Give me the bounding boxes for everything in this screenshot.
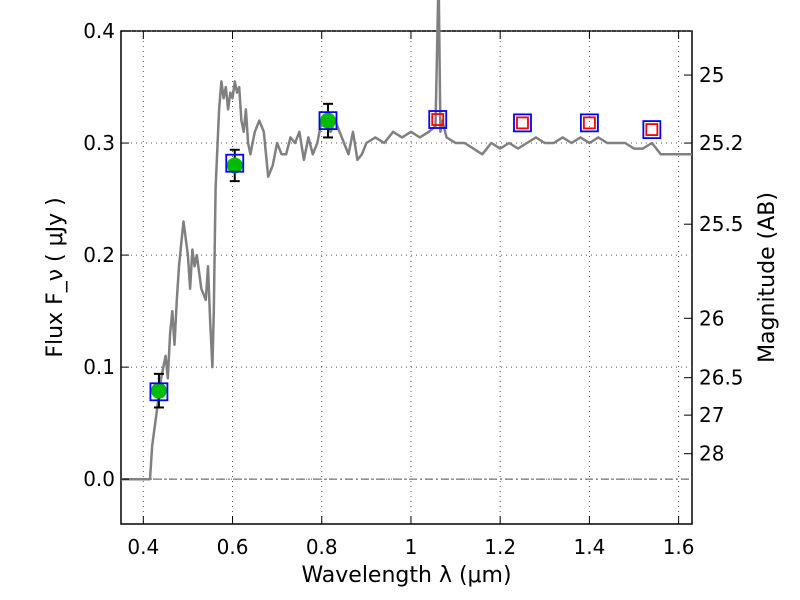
y-tick-label: 0.4 [83, 19, 115, 43]
x-tick-label: 0.4 [127, 535, 159, 559]
predicted-flux-box [431, 113, 445, 126]
magnitude-tick-label: 25.5 [699, 212, 744, 236]
magnitude-tick-label: 25.2 [699, 131, 744, 155]
magnitude-tick-label: 27 [699, 403, 724, 427]
x-tick-label: 1.6 [663, 535, 695, 559]
model-flux-box [642, 120, 662, 139]
model-flux-box [149, 382, 169, 402]
magnitude-tick-label: 26 [699, 306, 724, 330]
predicted-flux-box [645, 123, 659, 136]
model-flux-box [513, 113, 532, 133]
predicted-flux-box [516, 116, 529, 130]
magnitude-tick-label: 26.5 [699, 366, 744, 390]
x-tick-label: 1.4 [573, 535, 605, 559]
observed-flux-point [319, 112, 336, 129]
y-tick-label: 0.3 [83, 131, 115, 155]
model-flux-box [225, 153, 245, 173]
series-layer [121, 0, 692, 481]
x-tick-label: 1 [405, 535, 418, 559]
marker-layer [149, 102, 662, 409]
tick-layer: 0.4 0.6 0.8 1 1.2 1.4 1.6 0.0 0.1 0.2 0.3 0.4 25 25.2… [83, 19, 743, 559]
model-flux-box [579, 113, 599, 133]
observed-flux-point [226, 157, 243, 174]
sed-spectrum-line [121, 0, 692, 481]
x-tick-label: 0.8 [306, 535, 338, 559]
y-axis-label: Flux F_ν ( μJy ) [43, 197, 68, 357]
model-flux-box [428, 110, 448, 129]
y-tick-label: 0.0 [83, 467, 115, 491]
y-tick-label: 0.2 [83, 243, 115, 267]
magnitude-tick-label: 25 [699, 63, 724, 87]
magnitude-axis-label: Magnitude (AB) [755, 192, 780, 363]
observed-flux-point [150, 382, 167, 399]
x-axis-label: Wavelength λ (μm) [301, 563, 511, 588]
x-tick-label: 0.6 [217, 535, 249, 559]
magnitude-tick-label: 28 [699, 442, 724, 466]
predicted-flux-box [582, 116, 596, 130]
y-tick-label: 0.1 [83, 355, 115, 379]
model-flux-box [318, 111, 338, 131]
x-tick-label: 1.2 [484, 535, 516, 559]
